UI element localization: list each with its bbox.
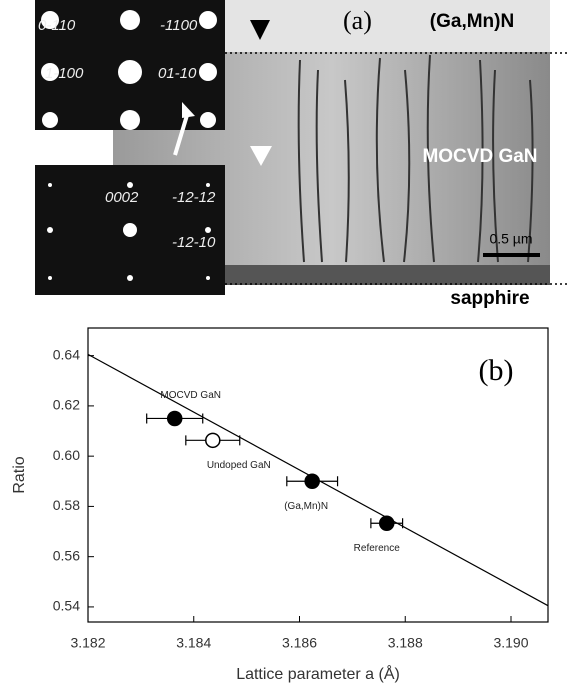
y-tick-label: 0.56 — [53, 547, 80, 563]
point-label: Reference — [354, 543, 401, 554]
diffraction-label: 0002 — [105, 189, 139, 206]
x-axis-label: Lattice parameter a (Å) — [236, 664, 400, 683]
y-tick-label: 0.64 — [53, 346, 80, 362]
substrate-label: sapphire — [450, 288, 529, 309]
y-tick-label: 0.62 — [53, 397, 80, 413]
data-point — [380, 516, 394, 530]
diffraction-label: 01-10 — [158, 65, 197, 82]
y-tick-label: 0.54 — [53, 598, 80, 614]
y-tick-label: 0.58 — [53, 497, 80, 513]
x-tick-label: 3.188 — [388, 635, 423, 651]
diffraction-label: -1100 — [160, 17, 198, 34]
data-point — [305, 474, 319, 488]
layer-label: MOCVD GaN — [422, 146, 537, 167]
diffraction-label: 1-100 — [45, 65, 84, 82]
panel-label: (a) — [343, 6, 372, 35]
panel-a: 0-110 -1100 1-100 01-10 0002 -12-12 -12-… — [35, 0, 569, 309]
page: 0-110 -1100 1-100 01-10 0002 -12-12 -12-… — [0, 0, 569, 700]
diffraction-label: 0-110 — [38, 17, 76, 34]
figure: 0-110 -1100 1-100 01-10 0002 -12-12 -12-… — [0, 0, 569, 695]
data-point — [206, 433, 220, 447]
point-label: Undoped GaN — [207, 460, 271, 471]
point-label: MOCVD GaN — [160, 390, 221, 401]
x-tick-label: 3.184 — [176, 635, 211, 651]
layer-label: (Ga,Mn)N — [430, 11, 514, 32]
diffraction-label: -12-12 — [172, 189, 216, 206]
x-tick-label: 3.186 — [282, 635, 317, 651]
point-label: (Ga,Mn)N — [284, 501, 328, 512]
x-tick-label: 3.182 — [70, 635, 105, 651]
scale-bar-label: 0.5 µm — [489, 231, 532, 247]
y-tick-label: 0.60 — [53, 447, 80, 463]
data-point — [168, 411, 182, 425]
x-tick-label: 3.190 — [493, 635, 528, 651]
panel-label: (b) — [479, 354, 514, 387]
diffraction-label: -12-10 — [172, 234, 216, 251]
y-axis-label: Ratio — [11, 456, 28, 493]
